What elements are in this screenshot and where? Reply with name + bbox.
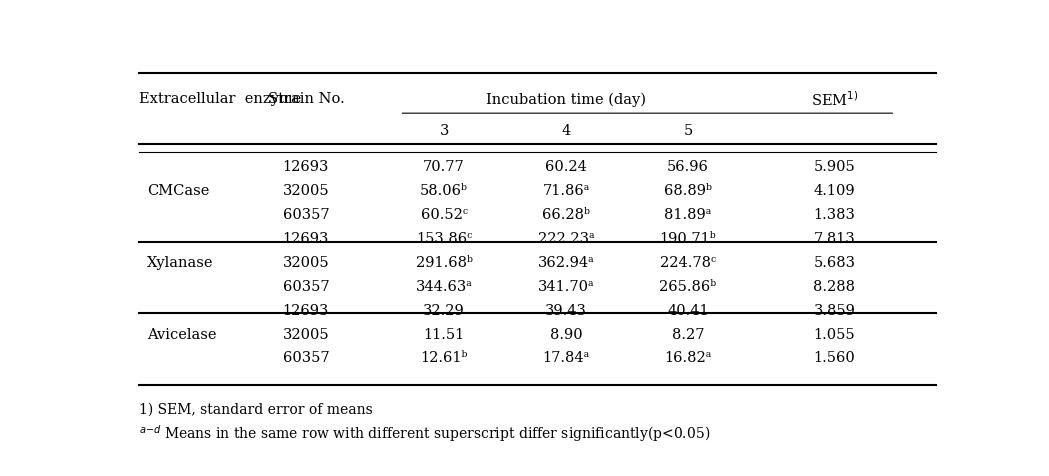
Text: 68.89ᵇ: 68.89ᵇ — [664, 184, 712, 198]
Text: 16.82ᵃ: 16.82ᵃ — [664, 351, 711, 365]
Text: 12693: 12693 — [283, 303, 329, 317]
Text: 1.560: 1.560 — [813, 351, 855, 365]
Text: 1.383: 1.383 — [813, 208, 855, 222]
Text: 71.86ᵃ: 71.86ᵃ — [542, 184, 590, 198]
Text: 265.86ᵇ: 265.86ᵇ — [660, 279, 716, 293]
Text: 40.41: 40.41 — [667, 303, 709, 317]
Text: 12.61ᵇ: 12.61ᵇ — [421, 351, 468, 365]
Text: 341.70ᵃ: 341.70ᵃ — [538, 279, 595, 293]
Text: Strain No.: Strain No. — [267, 92, 344, 106]
Text: 60357: 60357 — [282, 279, 329, 293]
Text: 222.23ᵃ: 222.23ᵃ — [538, 231, 595, 246]
Text: 153.86ᶜ: 153.86ᶜ — [416, 231, 472, 246]
Text: 39.43: 39.43 — [545, 303, 587, 317]
Text: 70.77: 70.77 — [423, 160, 465, 174]
Text: 8.27: 8.27 — [671, 327, 704, 341]
Text: 32005: 32005 — [282, 184, 329, 198]
Text: 5: 5 — [683, 123, 692, 138]
Text: 190.71ᵇ: 190.71ᵇ — [660, 231, 716, 246]
Text: $^{a\mathsf{-}d}$ Means in the same row with different superscript differ signif: $^{a\mathsf{-}d}$ Means in the same row … — [140, 422, 710, 443]
Text: 32005: 32005 — [282, 327, 329, 341]
Text: 5.683: 5.683 — [813, 256, 855, 269]
Text: 32.29: 32.29 — [423, 303, 465, 317]
Text: 60.52ᶜ: 60.52ᶜ — [421, 208, 468, 222]
Text: 60357: 60357 — [282, 351, 329, 365]
Text: 7.813: 7.813 — [813, 231, 855, 246]
Text: 291.68ᵇ: 291.68ᵇ — [415, 256, 472, 269]
Text: 1) SEM, standard error of means: 1) SEM, standard error of means — [140, 402, 373, 416]
Text: 60357: 60357 — [282, 208, 329, 222]
Text: 11.51: 11.51 — [424, 327, 465, 341]
Text: 66.28ᵇ: 66.28ᵇ — [542, 208, 590, 222]
Text: 3.859: 3.859 — [813, 303, 855, 317]
Text: 8.90: 8.90 — [550, 327, 582, 341]
Text: 3: 3 — [440, 123, 449, 138]
Text: 4.109: 4.109 — [814, 184, 855, 198]
Text: 4: 4 — [561, 123, 571, 138]
Text: 224.78ᶜ: 224.78ᶜ — [660, 256, 716, 269]
Text: SEM$^{1)}$: SEM$^{1)}$ — [811, 90, 858, 109]
Text: CMCase: CMCase — [147, 184, 210, 198]
Text: 32005: 32005 — [282, 256, 329, 269]
Text: Incubation time (day): Incubation time (day) — [486, 92, 646, 107]
Text: Xylanase: Xylanase — [147, 256, 214, 269]
Text: 8.288: 8.288 — [813, 279, 855, 293]
Text: 81.89ᵃ: 81.89ᵃ — [664, 208, 711, 222]
Text: 12693: 12693 — [283, 231, 329, 246]
Text: 362.94ᵃ: 362.94ᵃ — [538, 256, 595, 269]
Text: 5.905: 5.905 — [813, 160, 855, 174]
Text: 56.96: 56.96 — [667, 160, 709, 174]
Text: 1.055: 1.055 — [814, 327, 855, 341]
Text: 60.24: 60.24 — [545, 160, 587, 174]
Text: 58.06ᵇ: 58.06ᵇ — [421, 184, 468, 198]
Text: 344.63ᵃ: 344.63ᵃ — [415, 279, 472, 293]
Text: 12693: 12693 — [283, 160, 329, 174]
Text: 17.84ᵃ: 17.84ᵃ — [542, 351, 590, 365]
Text: Extracellular  enzyme: Extracellular enzyme — [140, 92, 301, 106]
Text: Avicelase: Avicelase — [147, 327, 217, 341]
